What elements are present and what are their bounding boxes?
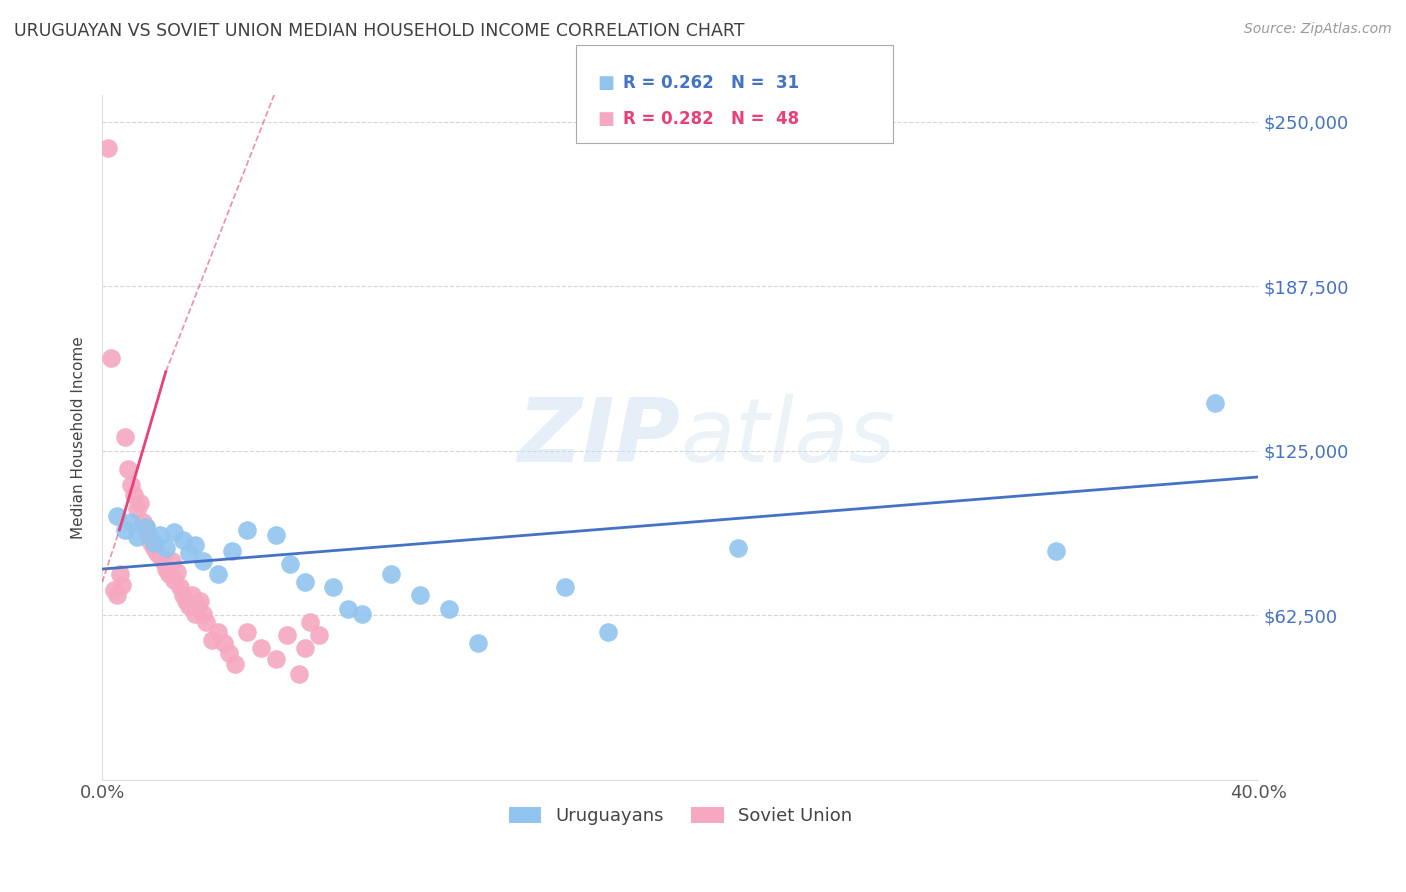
Point — [596, 625, 619, 640]
Point — [97, 141, 120, 155]
Point — [250, 640, 273, 655]
Point — [149, 528, 172, 542]
Point — [336, 601, 359, 615]
Point — [437, 601, 460, 615]
Point — [278, 557, 301, 571]
Point — [100, 351, 122, 366]
Point — [409, 588, 432, 602]
Point — [138, 528, 160, 542]
Point — [308, 628, 330, 642]
Point — [169, 581, 191, 595]
Point — [183, 607, 205, 621]
Point — [166, 565, 188, 579]
Point — [207, 567, 229, 582]
Point — [177, 599, 200, 613]
Point — [131, 515, 153, 529]
Point — [120, 515, 142, 529]
Point — [172, 588, 194, 602]
Point — [143, 535, 166, 549]
Point — [149, 549, 172, 563]
Point — [554, 581, 576, 595]
Point — [193, 607, 215, 621]
Point — [380, 567, 402, 582]
Point — [114, 523, 136, 537]
Point — [1045, 543, 1067, 558]
Point — [287, 667, 309, 681]
Point — [114, 430, 136, 444]
Point — [1204, 396, 1226, 410]
Point — [212, 636, 235, 650]
Point — [155, 562, 177, 576]
Text: ZIP: ZIP — [517, 394, 681, 481]
Point — [128, 496, 150, 510]
Point — [103, 583, 125, 598]
Point — [111, 578, 134, 592]
Point — [180, 588, 202, 602]
Point — [294, 575, 316, 590]
Text: Source: ZipAtlas.com: Source: ZipAtlas.com — [1244, 22, 1392, 37]
Point — [117, 462, 139, 476]
Y-axis label: Median Household Income: Median Household Income — [72, 336, 86, 539]
Point — [160, 554, 183, 568]
Text: ■: ■ — [598, 74, 614, 92]
Point — [294, 640, 316, 655]
Point — [155, 541, 177, 555]
Text: R = 0.282   N =  48: R = 0.282 N = 48 — [623, 110, 799, 128]
Point — [163, 525, 186, 540]
Text: R = 0.262   N =  31: R = 0.262 N = 31 — [623, 74, 799, 92]
Point — [207, 625, 229, 640]
Point — [352, 607, 374, 621]
Point — [190, 593, 212, 607]
Point — [105, 588, 128, 602]
Point — [322, 581, 344, 595]
Point — [221, 543, 243, 558]
Point — [264, 651, 287, 665]
Point — [174, 593, 197, 607]
Point — [201, 633, 224, 648]
Point — [157, 567, 180, 582]
Point — [163, 573, 186, 587]
Point — [224, 657, 246, 671]
Point — [467, 636, 489, 650]
Point — [135, 520, 157, 534]
Point — [193, 554, 215, 568]
Point — [235, 625, 257, 640]
Point — [135, 520, 157, 534]
Legend: Uruguayans, Soviet Union: Uruguayans, Soviet Union — [502, 799, 859, 832]
Point — [195, 615, 218, 629]
Point — [235, 523, 257, 537]
Point — [125, 501, 148, 516]
Text: atlas: atlas — [681, 394, 896, 481]
Point — [177, 546, 200, 560]
Point — [141, 535, 163, 549]
Point — [187, 599, 209, 613]
Point — [172, 533, 194, 547]
Point — [218, 646, 240, 660]
Point — [183, 538, 205, 552]
Point — [125, 531, 148, 545]
Point — [143, 541, 166, 555]
Point — [122, 488, 145, 502]
Point — [105, 509, 128, 524]
Point — [152, 554, 174, 568]
Point — [276, 628, 298, 642]
Point — [146, 546, 169, 560]
Text: URUGUAYAN VS SOVIET UNION MEDIAN HOUSEHOLD INCOME CORRELATION CHART: URUGUAYAN VS SOVIET UNION MEDIAN HOUSEHO… — [14, 22, 745, 40]
Point — [264, 528, 287, 542]
Point — [299, 615, 322, 629]
Point — [108, 567, 131, 582]
Point — [727, 541, 749, 555]
Point — [120, 478, 142, 492]
Text: ■: ■ — [598, 110, 614, 128]
